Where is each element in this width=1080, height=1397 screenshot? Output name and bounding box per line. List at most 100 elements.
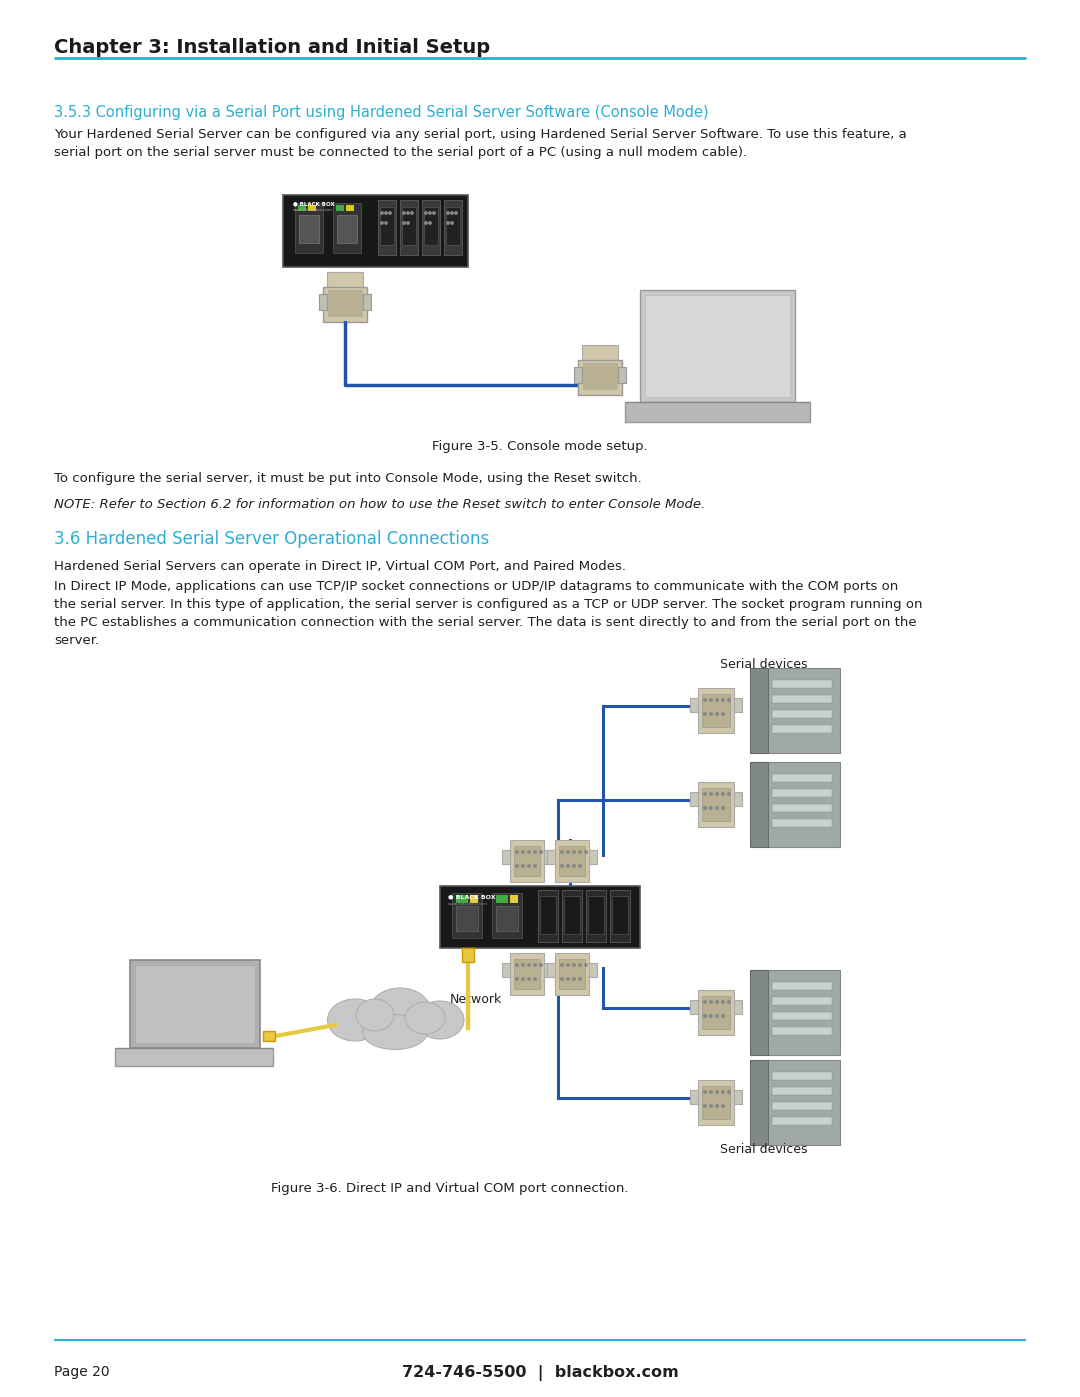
FancyBboxPatch shape xyxy=(772,725,832,733)
FancyBboxPatch shape xyxy=(456,895,468,902)
Circle shape xyxy=(710,1014,713,1017)
Circle shape xyxy=(728,1000,730,1003)
FancyBboxPatch shape xyxy=(772,774,832,782)
FancyBboxPatch shape xyxy=(772,1087,832,1095)
Circle shape xyxy=(721,712,725,715)
Text: 3.6 Hardened Serial Server Operational Connections: 3.6 Hardened Serial Server Operational C… xyxy=(54,529,489,548)
Circle shape xyxy=(721,1000,725,1003)
FancyBboxPatch shape xyxy=(583,363,617,388)
FancyBboxPatch shape xyxy=(555,953,589,995)
Circle shape xyxy=(572,978,576,981)
Circle shape xyxy=(534,851,537,854)
Circle shape xyxy=(381,222,383,224)
FancyBboxPatch shape xyxy=(514,958,540,989)
Circle shape xyxy=(528,978,530,981)
Circle shape xyxy=(704,698,706,701)
FancyBboxPatch shape xyxy=(446,207,460,244)
Text: Figure 3-5. Console mode setup.: Figure 3-5. Console mode setup. xyxy=(432,440,648,453)
Circle shape xyxy=(716,1014,718,1017)
FancyBboxPatch shape xyxy=(702,694,730,726)
Circle shape xyxy=(534,964,537,967)
FancyBboxPatch shape xyxy=(578,360,622,395)
Circle shape xyxy=(450,212,454,214)
Circle shape xyxy=(522,978,524,981)
FancyBboxPatch shape xyxy=(772,1011,832,1020)
Text: server.: server. xyxy=(54,634,99,647)
FancyBboxPatch shape xyxy=(298,205,306,211)
FancyBboxPatch shape xyxy=(698,1080,734,1125)
Circle shape xyxy=(455,212,457,214)
Circle shape xyxy=(728,792,730,795)
FancyBboxPatch shape xyxy=(698,990,734,1035)
FancyBboxPatch shape xyxy=(295,203,323,253)
FancyBboxPatch shape xyxy=(690,1000,698,1014)
FancyBboxPatch shape xyxy=(586,890,606,942)
Circle shape xyxy=(450,222,454,224)
FancyBboxPatch shape xyxy=(750,668,768,753)
FancyBboxPatch shape xyxy=(400,200,418,256)
Text: www.BlackBox.com: www.BlackBox.com xyxy=(448,902,488,907)
FancyBboxPatch shape xyxy=(750,1060,840,1146)
Text: www.BlackBox.com: www.BlackBox.com xyxy=(293,208,333,212)
FancyBboxPatch shape xyxy=(573,367,582,383)
FancyBboxPatch shape xyxy=(610,890,630,942)
FancyBboxPatch shape xyxy=(772,819,832,827)
Ellipse shape xyxy=(363,1014,428,1049)
Circle shape xyxy=(516,865,518,868)
FancyBboxPatch shape xyxy=(114,1048,273,1066)
FancyBboxPatch shape xyxy=(544,849,552,863)
FancyBboxPatch shape xyxy=(510,840,544,882)
Text: Serial devices: Serial devices xyxy=(720,658,808,671)
FancyBboxPatch shape xyxy=(444,200,462,256)
FancyBboxPatch shape xyxy=(772,997,832,1004)
Circle shape xyxy=(579,851,581,854)
Text: In Direct IP Mode, applications can use TCP/IP socket connections or UDP/IP data: In Direct IP Mode, applications can use … xyxy=(54,580,899,592)
FancyBboxPatch shape xyxy=(612,895,627,935)
FancyBboxPatch shape xyxy=(625,402,810,422)
Circle shape xyxy=(710,1105,713,1108)
Circle shape xyxy=(528,865,530,868)
Circle shape xyxy=(716,806,718,809)
Circle shape xyxy=(561,865,564,868)
Circle shape xyxy=(433,212,435,214)
Circle shape xyxy=(381,212,383,214)
Circle shape xyxy=(572,964,576,967)
FancyBboxPatch shape xyxy=(135,965,255,1044)
Text: serial port on the serial server must be connected to the serial port of a PC (u: serial port on the serial server must be… xyxy=(54,147,747,159)
Circle shape xyxy=(528,851,530,854)
Text: Your Hardened Serial Server can be configured via any serial port, using Hardene: Your Hardened Serial Server can be confi… xyxy=(54,129,907,141)
Circle shape xyxy=(584,964,588,967)
Circle shape xyxy=(410,212,414,214)
Circle shape xyxy=(528,964,530,967)
Circle shape xyxy=(704,792,706,795)
FancyBboxPatch shape xyxy=(456,907,478,930)
Circle shape xyxy=(516,851,518,854)
FancyBboxPatch shape xyxy=(772,680,832,687)
Circle shape xyxy=(728,1091,730,1094)
Circle shape xyxy=(579,964,581,967)
Circle shape xyxy=(704,806,706,809)
FancyBboxPatch shape xyxy=(698,687,734,733)
FancyBboxPatch shape xyxy=(698,782,734,827)
FancyBboxPatch shape xyxy=(502,849,510,863)
Circle shape xyxy=(584,851,588,854)
Text: the PC establishes a communication connection with the serial server. The data i: the PC establishes a communication conne… xyxy=(54,616,917,629)
Text: ● BLACK BOX: ● BLACK BOX xyxy=(448,894,496,900)
FancyBboxPatch shape xyxy=(422,200,440,256)
Circle shape xyxy=(567,978,569,981)
FancyBboxPatch shape xyxy=(327,272,363,286)
Text: NOTE: Refer to Section 6.2 for information on how to use the Reset switch to ent: NOTE: Refer to Section 6.2 for informati… xyxy=(54,497,705,511)
Circle shape xyxy=(384,212,388,214)
Circle shape xyxy=(516,964,518,967)
Circle shape xyxy=(534,865,537,868)
FancyBboxPatch shape xyxy=(319,293,327,310)
FancyBboxPatch shape xyxy=(772,805,832,812)
FancyBboxPatch shape xyxy=(772,710,832,718)
FancyBboxPatch shape xyxy=(690,1090,698,1104)
FancyBboxPatch shape xyxy=(690,792,698,806)
FancyBboxPatch shape xyxy=(402,207,416,244)
FancyBboxPatch shape xyxy=(734,1090,742,1104)
FancyBboxPatch shape xyxy=(283,196,468,267)
Ellipse shape xyxy=(369,988,431,1037)
Circle shape xyxy=(567,865,569,868)
